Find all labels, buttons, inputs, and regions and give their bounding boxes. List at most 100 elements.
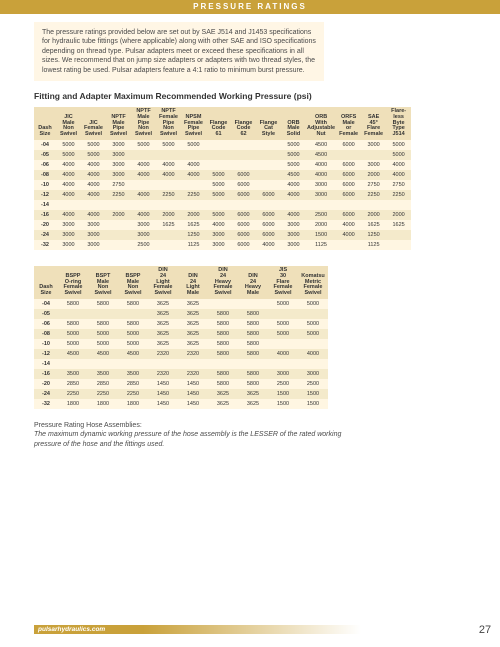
- value-cell: [238, 359, 268, 369]
- value-cell: 6000: [336, 170, 361, 180]
- value-cell: 6000: [336, 140, 361, 150]
- pressure-table-2: DashSizeBSPPO-ringFemaleSwivelBSPTMaleNo…: [34, 266, 328, 409]
- value-cell: 3625: [238, 399, 268, 409]
- value-cell: 2000: [361, 170, 386, 180]
- value-cell: 1250: [181, 230, 206, 240]
- value-cell: 3500: [118, 369, 148, 379]
- value-cell: [56, 200, 81, 210]
- page-number: 27: [470, 624, 500, 636]
- value-cell: [386, 240, 411, 250]
- pressure-table-1: DashSizeJICMaleNonSwivelJICFemaleSwivelN…: [34, 107, 411, 250]
- col-header: NPSMFemalePipeSwivel: [181, 107, 206, 140]
- value-cell: 4000: [336, 230, 361, 240]
- value-cell: 1450: [178, 389, 208, 399]
- value-cell: [281, 200, 306, 210]
- col-header: ORBWithAdjustableNut: [306, 107, 336, 140]
- dash-size-cell: -10: [34, 180, 56, 190]
- value-cell: 3625: [148, 319, 178, 329]
- value-cell: 3000: [298, 369, 328, 379]
- value-cell: 4500: [306, 150, 336, 160]
- value-cell: [306, 200, 336, 210]
- col-header: JICMaleNonSwivel: [56, 107, 81, 140]
- dash-size-cell: -20: [34, 220, 56, 230]
- col-header: JICFemaleSwivel: [81, 107, 106, 140]
- value-cell: [336, 200, 361, 210]
- table-row: -24225022502250145014503625362515001500: [34, 389, 328, 399]
- value-cell: 4500: [281, 170, 306, 180]
- value-cell: [231, 200, 256, 210]
- value-cell: [361, 200, 386, 210]
- table2-wrap: DashSizeBSPPO-ringFemaleSwivelBSPTMaleNo…: [34, 266, 500, 409]
- value-cell: 5800: [208, 379, 238, 389]
- value-cell: 4000: [56, 180, 81, 190]
- value-cell: 1800: [88, 399, 118, 409]
- value-cell: 5000: [268, 299, 298, 309]
- value-cell: 5800: [208, 369, 238, 379]
- dash-size-cell: -06: [34, 319, 58, 329]
- value-cell: [298, 339, 328, 349]
- table-row: -104000400027505000600040003000600027502…: [34, 180, 411, 190]
- value-cell: 6000: [256, 220, 281, 230]
- value-cell: 5000: [131, 140, 156, 150]
- value-cell: 2850: [88, 379, 118, 389]
- col-header: FlangeCode61: [206, 107, 231, 140]
- value-cell: [156, 230, 181, 240]
- value-cell: 5800: [238, 379, 268, 389]
- value-cell: [118, 309, 148, 319]
- value-cell: 3000: [81, 240, 106, 250]
- value-cell: 2250: [106, 190, 131, 200]
- value-cell: 2320: [178, 369, 208, 379]
- value-cell: 2250: [88, 389, 118, 399]
- value-cell: [231, 160, 256, 170]
- value-cell: 6000: [231, 170, 256, 180]
- value-cell: 5000: [56, 150, 81, 160]
- value-cell: [181, 200, 206, 210]
- value-cell: [88, 359, 118, 369]
- value-cell: 4000: [81, 160, 106, 170]
- value-cell: 3500: [88, 369, 118, 379]
- table-row: -12450045004500232023205800580040004000: [34, 349, 328, 359]
- value-cell: 4000: [131, 160, 156, 170]
- dash-size-cell: -12: [34, 190, 56, 200]
- value-cell: 1500: [298, 399, 328, 409]
- value-cell: 6000: [231, 190, 256, 200]
- value-cell: 5000: [206, 190, 231, 200]
- value-cell: [336, 150, 361, 160]
- col-header: ORFSMaleorFemale: [336, 107, 361, 140]
- note-body: The maximum dynamic working pressure of …: [34, 431, 341, 447]
- value-cell: 4000: [298, 349, 328, 359]
- value-cell: 1500: [268, 389, 298, 399]
- value-cell: 5000: [206, 170, 231, 180]
- value-cell: [106, 240, 131, 250]
- value-cell: 3625: [208, 389, 238, 399]
- value-cell: 3000: [281, 240, 306, 250]
- table-row: -084000400030004000400040005000600045004…: [34, 170, 411, 180]
- footer: pulsarhydraulics.com 27: [0, 624, 500, 635]
- table-row: -203000300030001625162540006000600030002…: [34, 220, 411, 230]
- value-cell: 1625: [361, 220, 386, 230]
- col-header: NPTFMalePipeSwivel: [106, 107, 131, 140]
- value-cell: 2000: [156, 210, 181, 220]
- value-cell: 3625: [208, 399, 238, 409]
- value-cell: 3000: [206, 240, 231, 250]
- dash-size-cell: -32: [34, 240, 56, 250]
- value-cell: 4000: [181, 160, 206, 170]
- value-cell: 4000: [56, 190, 81, 200]
- value-cell: [118, 359, 148, 369]
- value-cell: [106, 200, 131, 210]
- value-cell: 5000: [81, 140, 106, 150]
- value-cell: 2320: [148, 349, 178, 359]
- value-cell: 1450: [178, 379, 208, 389]
- value-cell: 5800: [88, 299, 118, 309]
- value-cell: 2750: [361, 180, 386, 190]
- dash-size-cell: -04: [34, 140, 56, 150]
- value-cell: 4000: [56, 210, 81, 220]
- value-cell: 3000: [131, 220, 156, 230]
- intro-text: The pressure ratings provided below are …: [42, 29, 316, 74]
- value-cell: 5800: [118, 299, 148, 309]
- value-cell: 4000: [81, 210, 106, 220]
- header-title: PRESSURE RATINGS: [193, 2, 307, 11]
- assembly-note: Pressure Rating Hose Assemblies: The max…: [34, 421, 354, 449]
- value-cell: 5000: [386, 150, 411, 160]
- value-cell: 5000: [88, 339, 118, 349]
